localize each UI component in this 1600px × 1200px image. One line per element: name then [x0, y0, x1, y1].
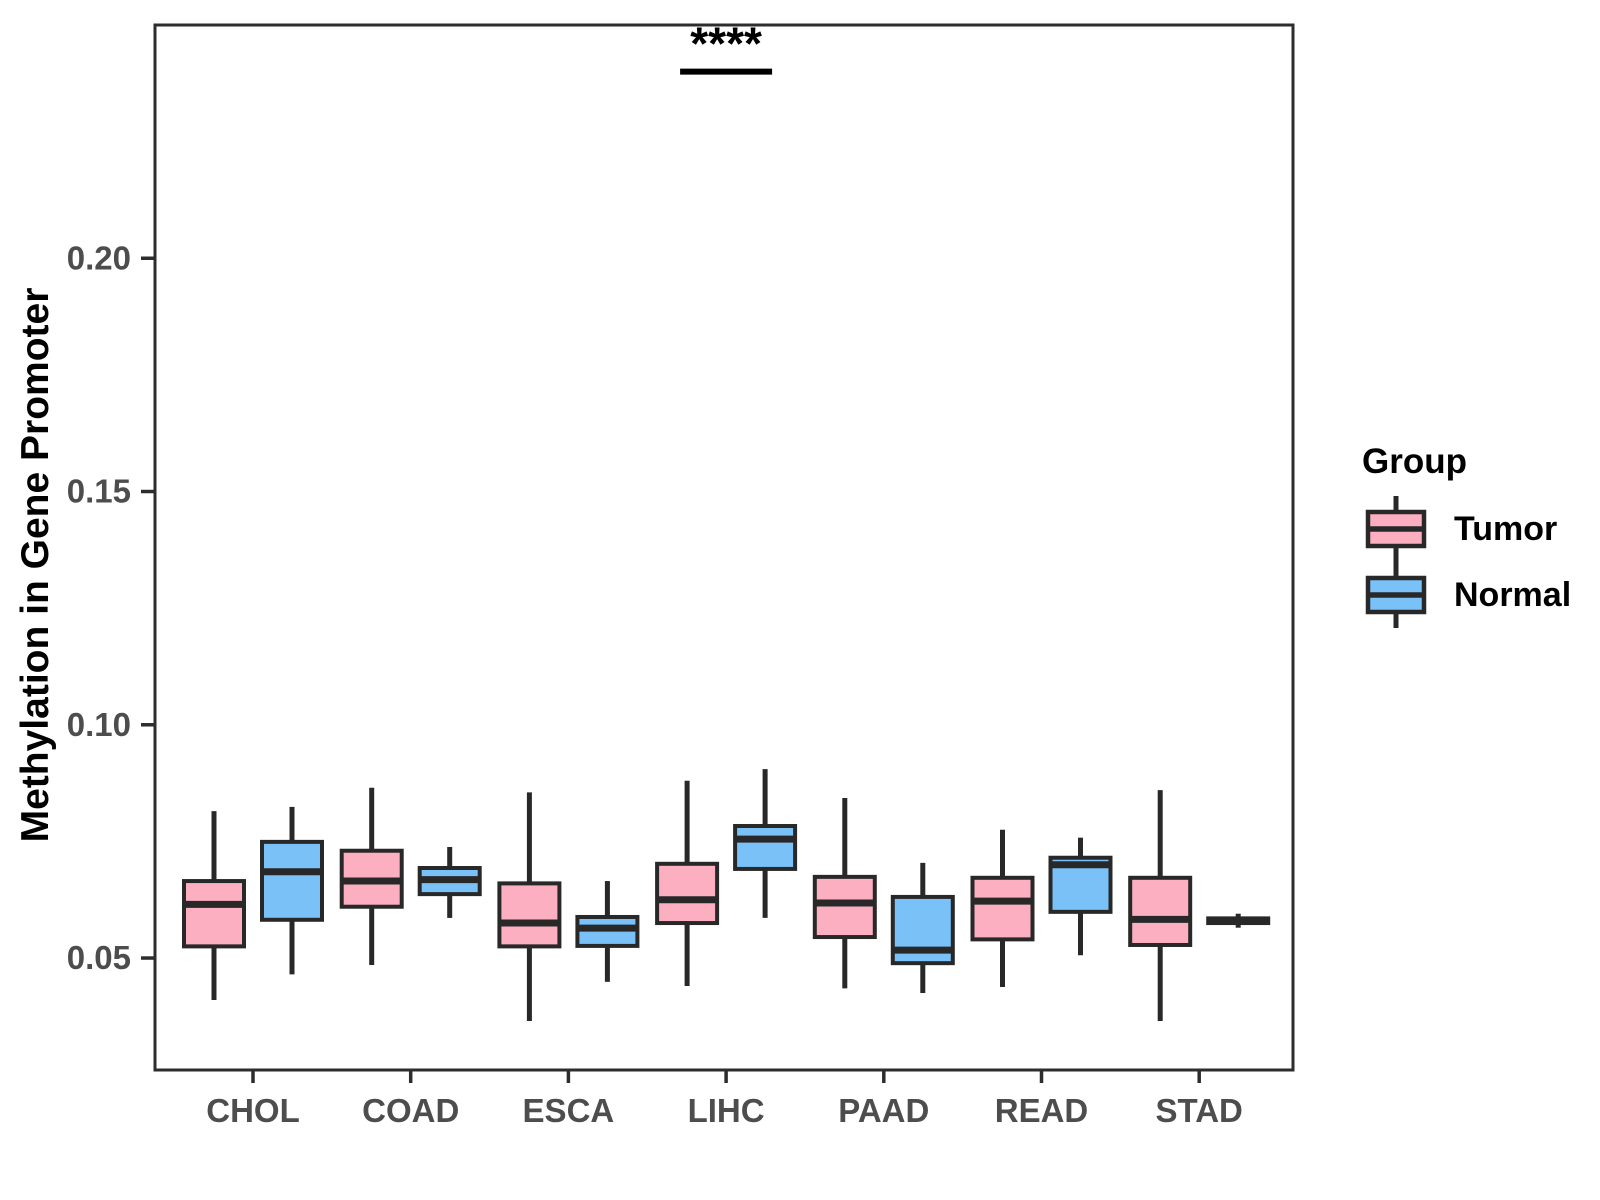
legend-label-normal: Normal — [1454, 575, 1572, 614]
panel-border — [153, 23, 1295, 1072]
x-tick-label-ESCA: ESCA — [523, 1092, 615, 1129]
legend-entry-normal: Normal — [1362, 562, 1571, 628]
x-tick-label-PAAD: PAAD — [838, 1092, 929, 1129]
normal-boxplot-swatch-icon — [1365, 562, 1427, 628]
box-tumor-PAAD — [812, 874, 877, 940]
box-tumor-STAD — [1128, 875, 1193, 947]
x-tick-label-COAD: COAD — [362, 1092, 459, 1129]
x-tick-label-READ: READ — [995, 1092, 1089, 1129]
box-tumor-READ — [970, 875, 1035, 942]
x-tick-label-LIHC: LIHC — [688, 1092, 765, 1129]
y-tick-label-0.05: 0.05 — [67, 939, 131, 976]
box-tumor-ESCA — [497, 881, 562, 949]
tumor-boxplot-swatch-icon — [1365, 496, 1427, 562]
y-tick-label-0.20: 0.20 — [67, 239, 131, 276]
x-tick-label-CHOL: CHOL — [206, 1092, 300, 1129]
y-tick-label-0.10: 0.10 — [67, 706, 131, 743]
legend-title: Group — [1362, 442, 1467, 481]
x-tick-label-STAD: STAD — [1156, 1092, 1243, 1129]
y-tick-label-0.15: 0.15 — [67, 473, 131, 510]
significance-stars: **** — [690, 18, 762, 70]
box-normal-LIHC — [733, 824, 798, 871]
y-axis-title: Methylation in Gene Promoter — [14, 287, 57, 843]
legend-label-tumor: Tumor — [1454, 509, 1558, 548]
legend-entry-tumor: Tumor — [1362, 496, 1571, 562]
box-tumor-LIHC — [655, 861, 720, 926]
box-normal-CHOL — [260, 839, 324, 922]
legend: Group Tumor Normal — [1362, 442, 1571, 628]
box-tumor-CHOL — [182, 879, 246, 949]
